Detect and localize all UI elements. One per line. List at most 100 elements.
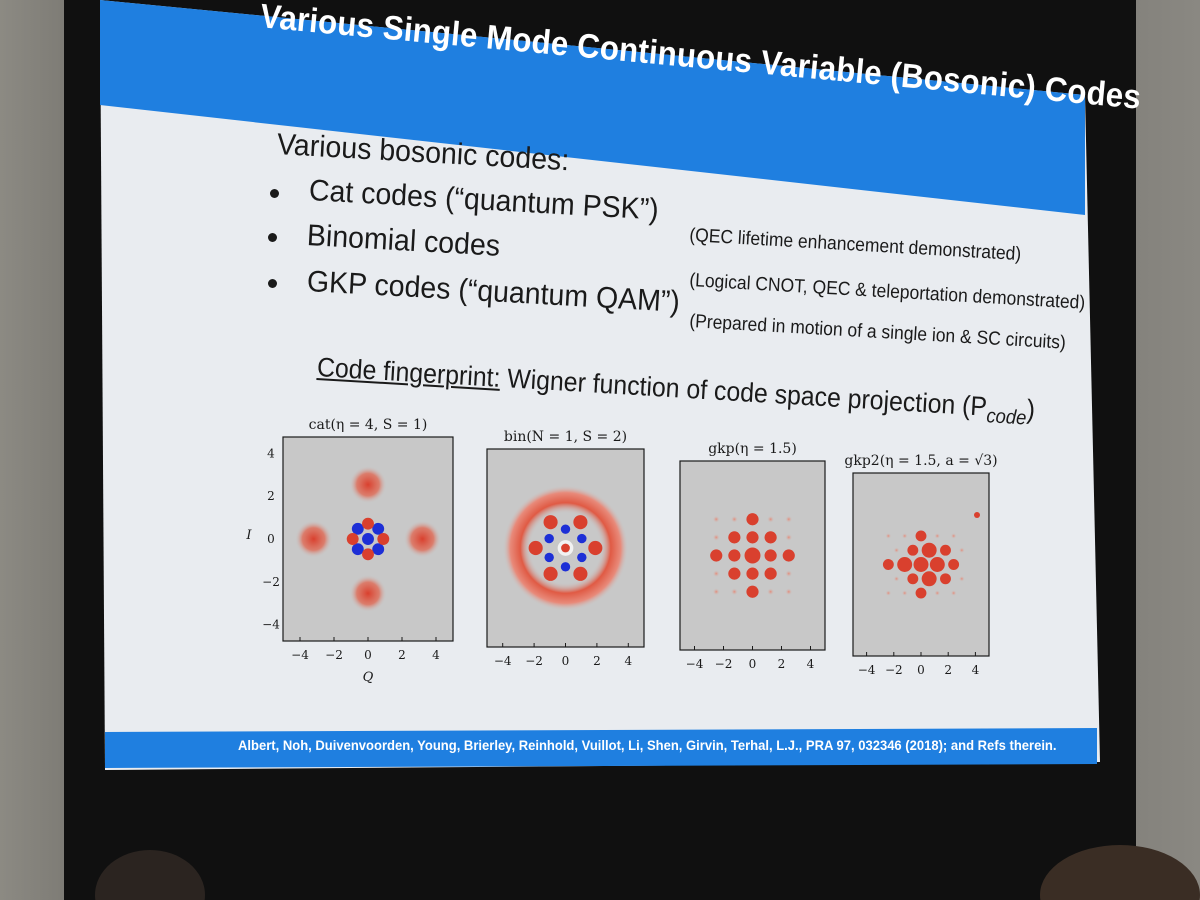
gkp-peak [746,567,759,580]
binomial-lobe [588,540,603,556]
gkp-peak [764,567,777,580]
cat-lobe [349,574,387,613]
x-tick-label: 4 [624,654,632,668]
binomial-negative [560,562,571,572]
interference-positive [362,517,374,530]
gkp2-peak [915,530,927,542]
binomial-lobe [543,566,558,581]
plot-title: gkp(η = 1.5) [708,441,797,457]
binomial-lobe [528,540,543,556]
x-tick-label: 2 [944,663,952,677]
binomial-negative [544,533,554,544]
gkp-peak [785,588,793,596]
x-tick-label: −2 [325,648,343,662]
x-tick-label: −2 [525,654,543,668]
gkp2-peak [885,532,892,539]
gkp2-peak [913,557,929,572]
gkp2-peak [893,547,900,554]
gkp2-peak [948,559,960,570]
y-tick-label: 0 [267,532,275,546]
gkp-peak [746,513,759,526]
interference-positive [362,548,374,561]
x-tick-label: −4 [494,654,512,668]
binomial-core [561,543,570,553]
y-tick-label: −4 [262,618,280,632]
cat-lobe [403,520,442,558]
bullet-dot [268,233,277,242]
x-tick-label: −2 [715,657,733,671]
y-tick-label: 2 [267,489,275,503]
gkp-peak [712,515,720,523]
x-tick-label: 2 [398,648,406,662]
gkp2-marker [974,512,980,518]
gkp-peak [764,549,777,562]
gkp2-peak [901,590,908,597]
gkp-peak [746,585,759,598]
x-tick-label: −4 [686,657,704,671]
x-tick-label: −2 [885,663,903,677]
plot-title: cat(η = 4, S = 1) [309,417,428,433]
gkp-peak [785,570,793,578]
gkp2-peak [921,571,937,587]
interference-negative [362,533,374,545]
binomial-negative [577,552,587,563]
x-tick-label: 4 [807,657,815,671]
gkp2-peak [934,532,941,539]
gkp2-peak [893,575,900,582]
binomial-negative [560,524,571,534]
gkp-peak [785,515,793,523]
binomial-negative [577,533,587,544]
gkp-peak [728,549,741,562]
x-tick-label: 0 [364,648,372,662]
cat-lobe [294,520,333,558]
gkp2-peak [940,544,951,556]
interference-negative [351,522,364,535]
gkp-peak [712,533,720,541]
gkp2-peak [958,547,965,554]
gkp2-peak [907,544,919,556]
gkp2-peak [958,575,965,582]
wigner-plot-cat: cat(η = 4, S = 1) −4 −2 0 2 4 4 2 0 −2 −4 I Q [245,417,454,685]
y-tick-label: −2 [262,575,280,589]
bullet-dot [270,189,279,198]
x-tick-label: 0 [562,654,570,668]
gkp2-peak [934,590,941,597]
gkp2-peak [921,542,937,558]
x-tick-label: −4 [858,663,876,677]
bullet-dot [268,279,277,288]
plot-title: gkp2(η = 1.5, a = √3) [844,453,997,469]
footer-bar [105,728,1097,768]
y-axis-label: I [245,528,252,543]
audience-heads [95,845,1200,900]
x-tick-label: −4 [291,648,309,662]
x-tick-label: 2 [778,657,786,671]
gkp-peak [710,549,723,562]
gkp-peak [730,515,738,523]
x-tick-label: 2 [593,654,601,668]
gkp-peak [764,531,777,544]
interference-negative [372,543,385,556]
x-tick-label: 4 [432,648,440,662]
binomial-lobe [573,515,588,530]
gkp-peak [712,570,720,578]
y-tick-label: 4 [267,446,275,460]
gkp-peak [744,547,761,564]
interference-negative [372,522,385,535]
binomial-lobe [543,515,558,530]
x-tick-label: 4 [972,663,980,677]
gkp-peak [746,531,759,544]
gkp-peak [767,588,775,596]
x-tick-label: 0 [917,663,925,677]
gkp2-peak [901,532,908,539]
interference-positive [346,533,359,545]
gkp2-peak [907,573,919,585]
gkp-peak [728,531,741,544]
footer-citation: Albert, Noh, Duivenvoorden, Young, Brier… [238,737,1057,753]
x-tick-label: 0 [749,657,757,671]
gkp2-peak [915,587,927,599]
wigner-plot-bin: bin(N = 1, S = 2) −4 −2 0 2 4 [486,429,645,668]
wigner-plot-gkp: gkp(η = 1.5) −4 −2 0 2 4 [679,441,826,671]
gkp-peak [782,549,795,562]
gkp2-peak [940,573,951,585]
